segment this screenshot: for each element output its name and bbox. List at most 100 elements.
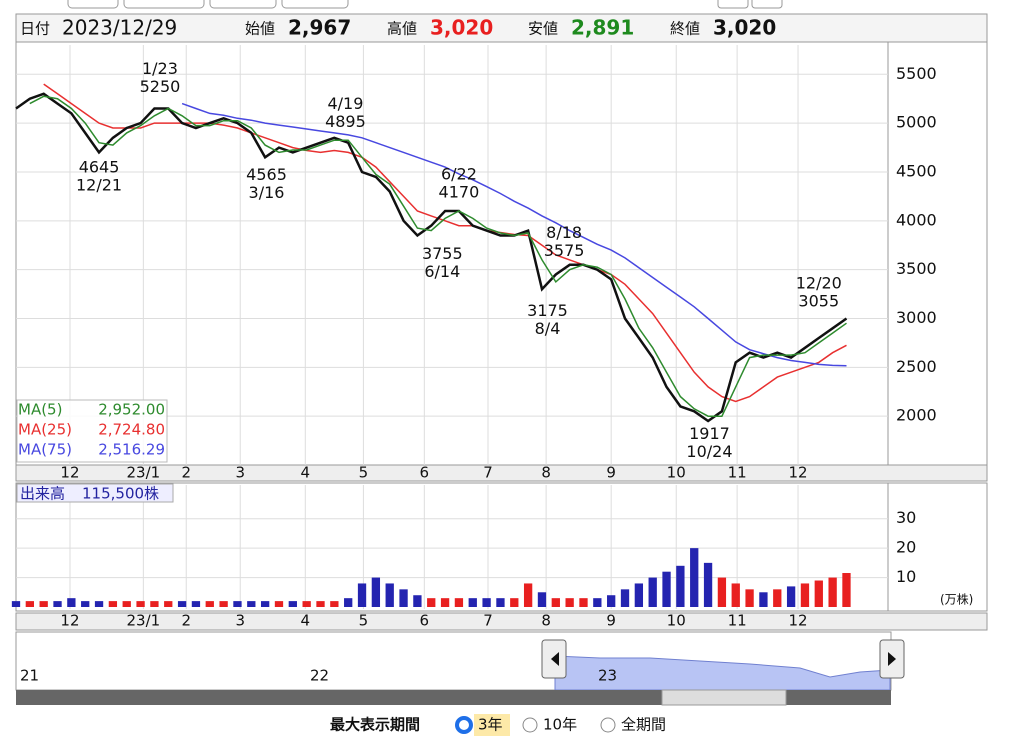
price-panel (15, 41, 988, 466)
legend-value: 2,952.00 (98, 401, 165, 419)
top-button[interactable] (123, 0, 205, 9)
y-tick-label: 4500 (896, 161, 937, 180)
x-tick-label: 7 (483, 612, 493, 630)
volume-bar (191, 601, 201, 607)
radio-selected[interactable] (455, 716, 473, 734)
radio-label[interactable]: 全期間 (621, 716, 666, 734)
volume-bar (593, 598, 602, 607)
handle-arrow (551, 652, 559, 666)
volume-bar (164, 601, 173, 607)
navigator-label: 21 (20, 667, 39, 685)
navigator-label: 23 (598, 667, 617, 685)
annotation: 3055 (798, 292, 839, 311)
x-tick-label: 8 (541, 612, 551, 630)
scroll-thumb[interactable] (661, 689, 787, 706)
annotation: 1917 (689, 424, 730, 443)
info-label: 安値 (528, 20, 558, 38)
volume-bar (537, 592, 547, 607)
y-tick-label: 2500 (896, 357, 937, 376)
top-button[interactable] (209, 0, 277, 9)
volume-bar (39, 601, 48, 607)
x-tick-label: 12 (60, 464, 79, 482)
x-tick-label: 5 (359, 464, 369, 482)
volume-bar (205, 601, 214, 607)
volume-bar (108, 601, 118, 607)
volume-bar (81, 601, 90, 607)
annotation: 12/21 (76, 175, 122, 194)
volume-bar (316, 601, 325, 607)
volume-bar (357, 583, 367, 607)
x-tick-label: 4 (301, 612, 311, 630)
volume-bar (579, 598, 588, 607)
legend-value: 2,724.80 (98, 421, 165, 439)
volume-bar (703, 562, 713, 607)
y-tick-label: 20 (896, 538, 916, 557)
x-tick-label: 9 (606, 464, 616, 482)
info-label: 終値 (670, 20, 700, 38)
volume-bar (717, 577, 727, 607)
volume-bar (842, 573, 851, 607)
volume-bar (344, 598, 353, 607)
x-tick-label: 12 (60, 612, 79, 630)
legend-value: 2,516.29 (98, 441, 165, 459)
x-tick-label: 23/1 (126, 464, 160, 482)
volume-bar (620, 589, 630, 607)
volume-bar (759, 592, 768, 607)
annotation: 4170 (439, 183, 480, 202)
volume-bar (607, 595, 616, 607)
volume-bar (219, 601, 228, 607)
x-tick-label: 12 (788, 464, 807, 482)
volume-bar (260, 601, 270, 607)
annotation: 5250 (140, 77, 181, 96)
annotation: 6/14 (424, 262, 460, 281)
top-button[interactable] (717, 0, 749, 9)
volume-bar (690, 548, 699, 607)
volume-unit: (万株) (940, 592, 973, 607)
info-value: 2,967 (288, 16, 351, 40)
x-tick-label: 11 (728, 464, 747, 482)
volume-bar (385, 583, 394, 607)
radio[interactable] (600, 717, 616, 733)
radio[interactable] (522, 717, 538, 733)
x-tick-label: 4 (301, 464, 311, 482)
x-tick-label: 10 (667, 464, 686, 482)
annotation: 6/22 (441, 165, 477, 184)
volume-bar (427, 598, 436, 607)
footer-label: 最大表示期間 (330, 716, 420, 734)
info-label: 始値 (245, 20, 275, 38)
volume-legend-box (16, 483, 174, 503)
volume-bar (773, 589, 782, 607)
volume-bar (150, 601, 159, 607)
volume-bar (565, 598, 574, 607)
annotation: 8/4 (535, 319, 561, 338)
info-bar (15, 13, 988, 43)
handle-arrow (888, 652, 896, 666)
x-tick-label: 7 (483, 464, 493, 482)
annotation: 3755 (422, 244, 463, 263)
info-value: 3,020 (430, 16, 493, 40)
volume-bar (288, 601, 297, 607)
volume-bar (247, 601, 256, 607)
top-button[interactable] (281, 0, 349, 9)
volume-bar (828, 577, 837, 607)
top-button[interactable] (67, 0, 119, 9)
radio-label[interactable]: 3年 (478, 716, 503, 734)
info-label: 日付 (20, 20, 50, 38)
x-tick-label: 5 (359, 612, 369, 630)
annotation: 3175 (527, 301, 568, 320)
radio-label[interactable]: 10年 (543, 716, 577, 734)
volume-bar (274, 601, 284, 607)
navigator-label: 22 (310, 667, 329, 685)
volume-bar (136, 601, 145, 607)
info-label: 高値 (387, 20, 417, 38)
volume-bar (25, 601, 34, 607)
volume-bar (800, 583, 810, 607)
volume-bar (371, 577, 381, 607)
x-tick-label: 2 (181, 464, 191, 482)
volume-bar (496, 598, 505, 607)
annotation: 10/24 (686, 442, 732, 461)
volume-bar (523, 583, 533, 607)
annotation: 4645 (79, 157, 120, 176)
top-button[interactable] (751, 0, 783, 9)
